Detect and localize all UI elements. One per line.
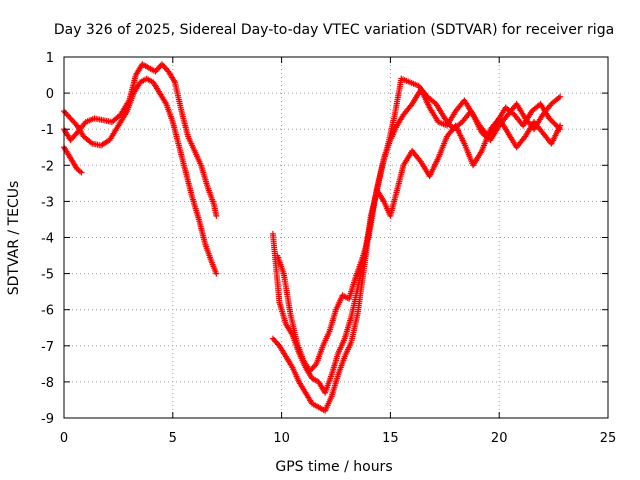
x-tick-label: 20 [491,431,508,446]
x-tick-label: 0 [60,431,68,446]
y-tick-label: -2 [41,159,54,174]
y-tick-label: -4 [41,232,54,247]
chart-title: Day 326 of 2025, Sidereal Day-to-day VTE… [54,22,614,38]
series-track-c [61,144,85,176]
y-tick-label: 1 [46,51,54,66]
series-track-d [269,86,564,396]
y-tick-label: -1 [41,123,54,138]
data-point [546,115,553,122]
data-point-interp [555,124,562,131]
x-axis-label: GPS time / hours [275,459,392,475]
series-track-f [274,75,564,375]
data-point-interp [548,118,555,125]
data-point-interp [547,116,554,123]
x-tick-label: 5 [169,431,177,446]
x-tick-label: 25 [600,431,617,446]
y-tick-label: -9 [41,412,54,427]
data-point-interp [550,119,557,126]
y-tick-label: 0 [46,87,54,102]
data-point [213,212,220,219]
data-point-interp [551,120,558,127]
data-point-interp [553,122,560,129]
x-tick-label: 15 [382,431,399,446]
data-point-interp [554,123,561,130]
data-points [61,61,564,414]
y-axis-label: SDTVAR / TECUs [6,181,22,296]
data-point [557,93,564,100]
y-tick-label: -7 [41,340,54,355]
series-track-b [61,75,220,277]
x-tick-label: 10 [273,431,290,446]
y-tick-label: -3 [41,195,54,210]
series-track-a [61,61,220,219]
data-point [213,270,220,277]
y-tick-label: -5 [41,268,54,283]
y-tick-label: -8 [41,376,54,391]
data-point [78,169,85,176]
y-tick-label: -6 [41,304,54,319]
data-point [557,126,564,133]
